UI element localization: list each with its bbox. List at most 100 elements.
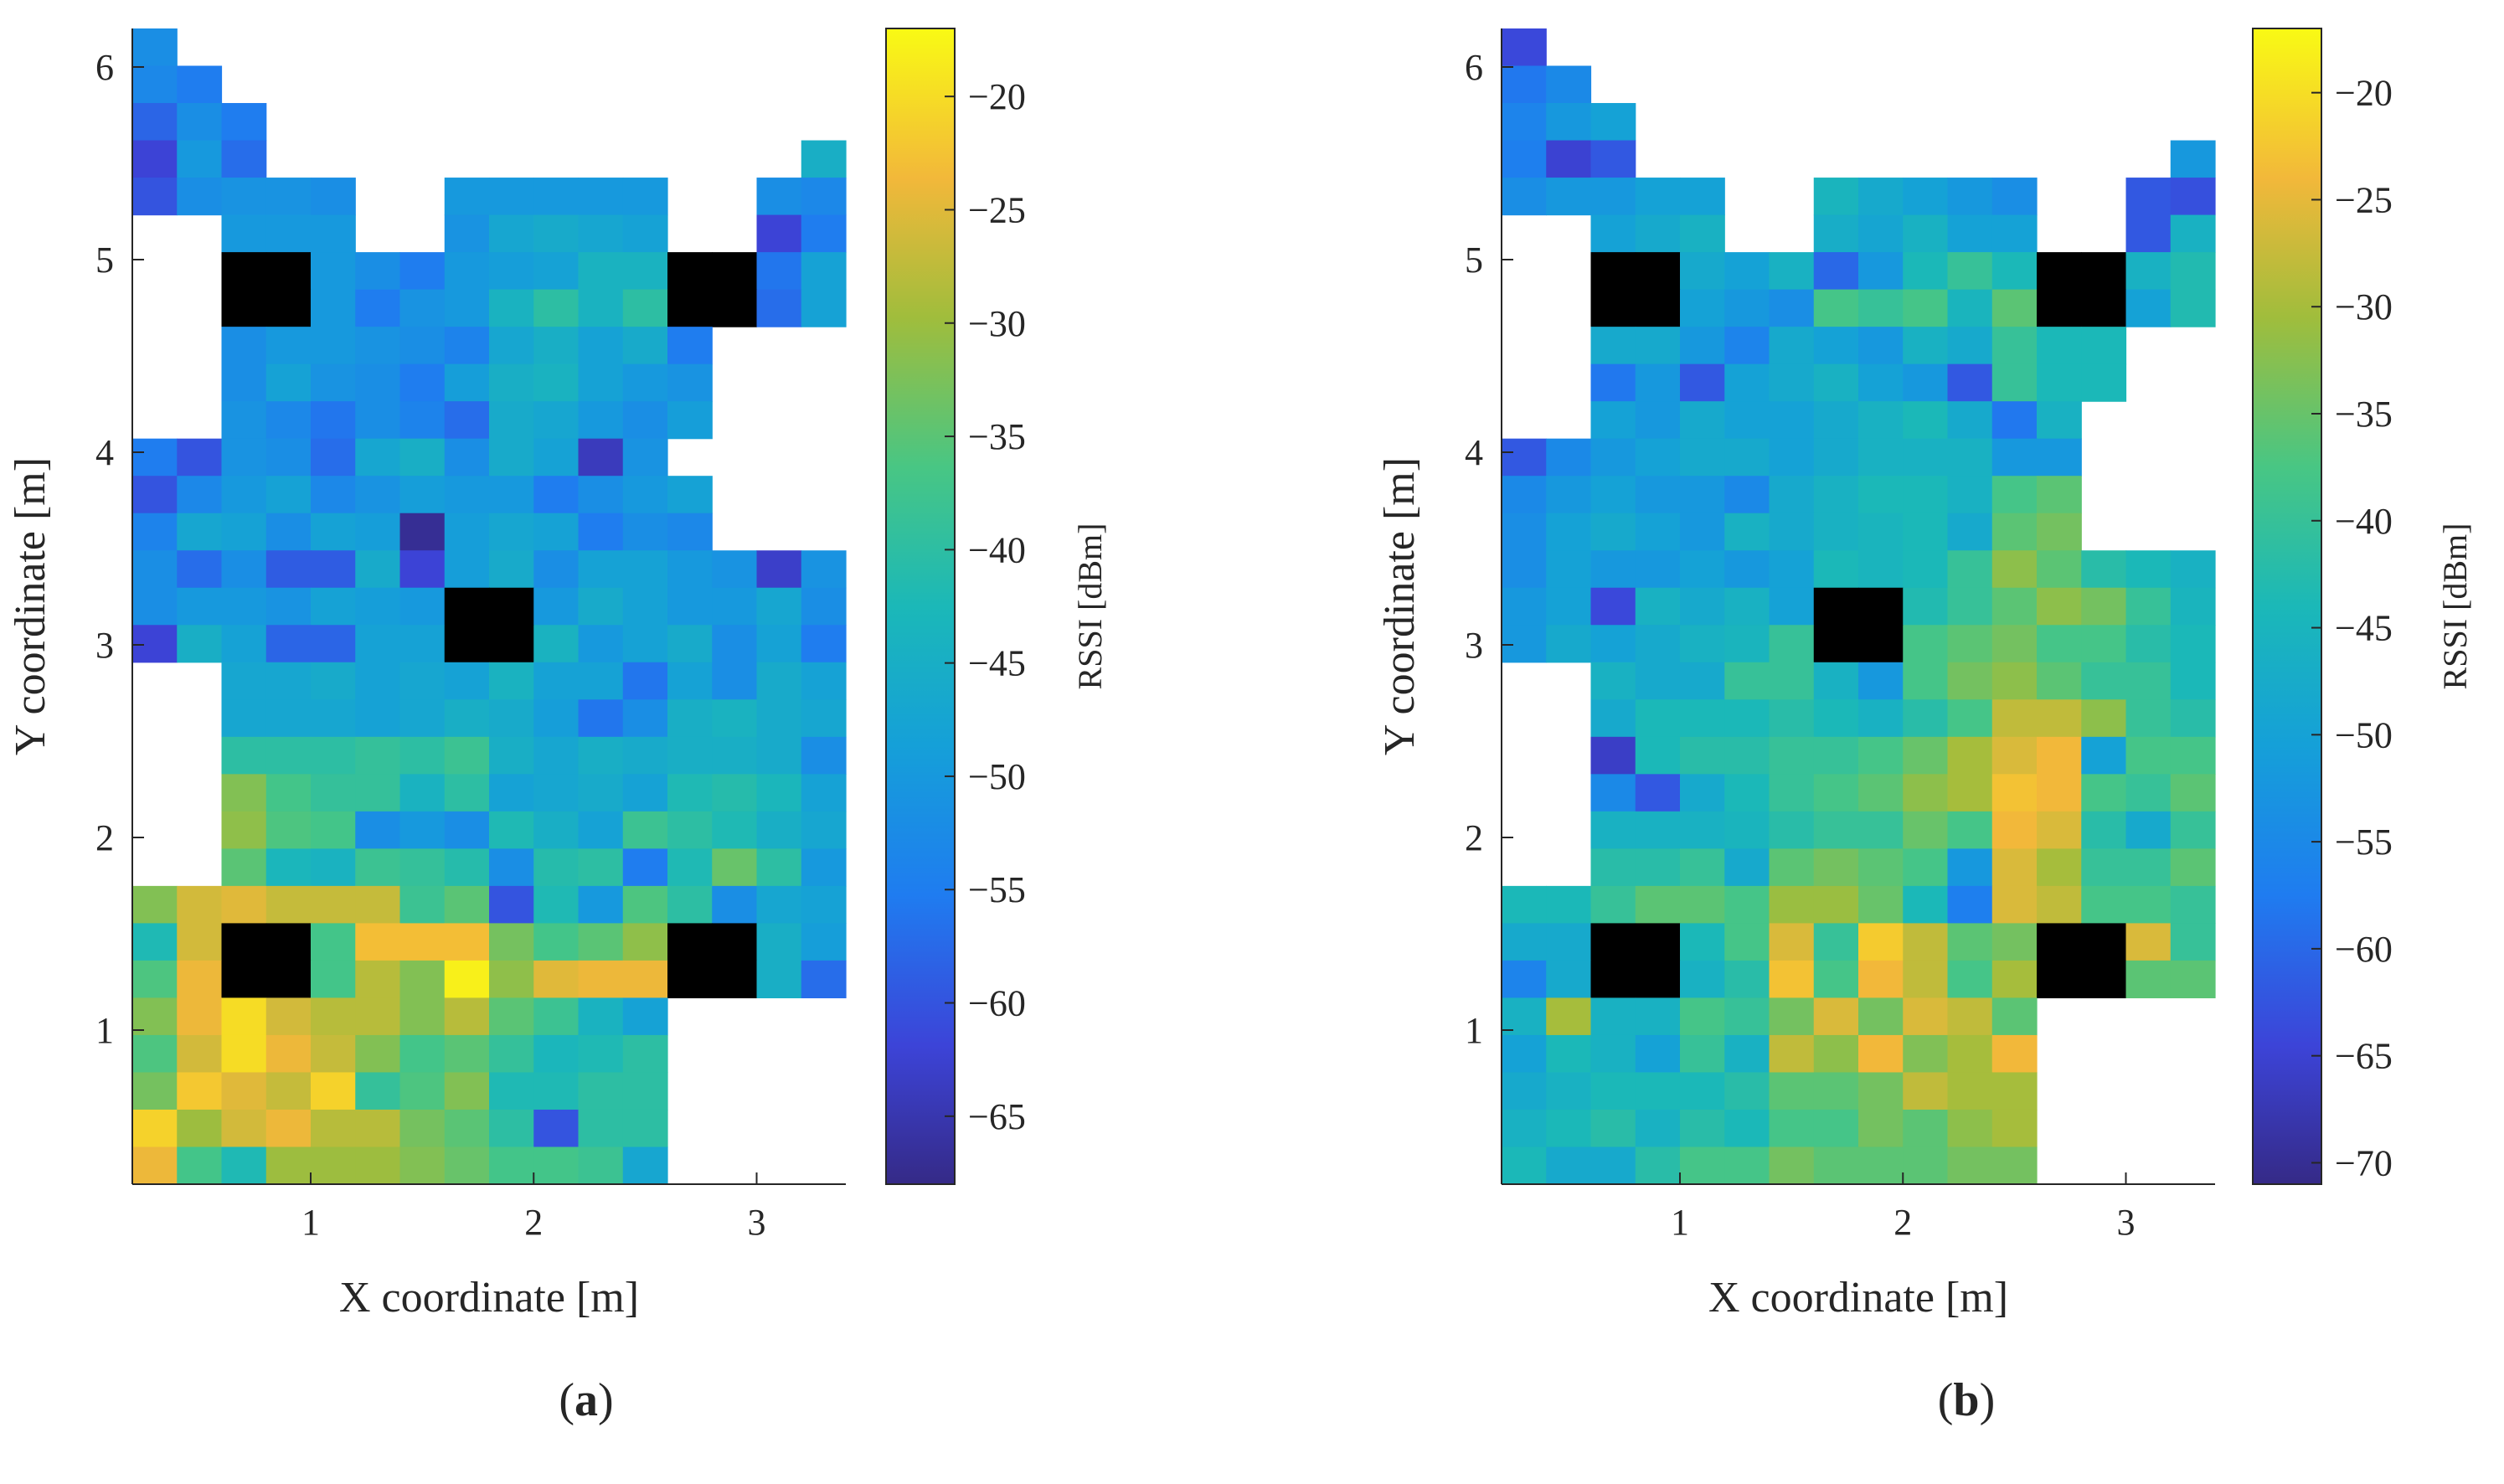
heatmap-cell bbox=[2170, 774, 2216, 812]
heatmap-cell bbox=[1813, 699, 1859, 738]
obstacle-cell bbox=[265, 252, 312, 291]
heatmap-cell bbox=[578, 550, 624, 589]
heatmap-cell bbox=[1991, 476, 2038, 514]
heatmap-cell bbox=[1546, 65, 1592, 104]
heatmap-cell bbox=[1903, 997, 1949, 1036]
heatmap-cell bbox=[311, 625, 356, 663]
heatmap-cell bbox=[533, 923, 580, 961]
heatmap-cell bbox=[2037, 662, 2082, 700]
heatmap-cell bbox=[1680, 960, 1725, 999]
heatmap-cell bbox=[355, 960, 401, 999]
heatmap-cell bbox=[221, 1109, 267, 1148]
heatmap-cell bbox=[801, 736, 847, 775]
heatmap-cell bbox=[533, 476, 580, 514]
heatmap-cell bbox=[1813, 513, 1859, 551]
heatmap-cell bbox=[1813, 327, 1859, 365]
heatmap-cell bbox=[311, 438, 356, 477]
heatmap-cell bbox=[177, 923, 223, 961]
heatmap-cell bbox=[801, 625, 847, 663]
heatmap-cell bbox=[1635, 811, 1681, 849]
heatmap-cell bbox=[1769, 736, 1815, 775]
heatmap-cell bbox=[399, 960, 446, 999]
heatmap-cell bbox=[1724, 625, 1770, 663]
heatmap-cell bbox=[355, 1109, 401, 1148]
heatmap-cell bbox=[801, 885, 847, 924]
heatmap-cell bbox=[2081, 363, 2127, 402]
heatmap-cell bbox=[1590, 699, 1636, 738]
heatmap-cell bbox=[1724, 476, 1770, 514]
heatmap-cell bbox=[667, 476, 713, 514]
heatmap-cell bbox=[533, 289, 580, 327]
heatmap-cell bbox=[667, 550, 713, 589]
heatmap-cell bbox=[399, 1146, 446, 1185]
heatmap-cell bbox=[132, 550, 178, 589]
heatmap-cell bbox=[265, 513, 312, 551]
heatmap-cell bbox=[1858, 848, 1904, 887]
heatmap-cell bbox=[221, 1146, 267, 1185]
obstacle-cell bbox=[2081, 252, 2127, 291]
heatmap-cell bbox=[1947, 923, 1993, 961]
heatmap-cell bbox=[1858, 923, 1904, 961]
heatmap-cell bbox=[2125, 662, 2172, 700]
heatmap-cell bbox=[221, 363, 267, 402]
obstacle-cell bbox=[1635, 289, 1681, 327]
heatmap-cell bbox=[1724, 997, 1770, 1036]
heatmap-cell bbox=[132, 140, 178, 178]
heatmap-cell bbox=[265, 848, 312, 887]
heatmap-cell bbox=[2081, 848, 2127, 887]
heatmap-cell bbox=[489, 476, 534, 514]
heatmap-cell bbox=[489, 513, 534, 551]
heatmap-cell bbox=[444, 923, 490, 961]
heatmap-cell bbox=[578, 885, 624, 924]
heatmap-cell bbox=[2037, 848, 2082, 887]
heatmap-cell bbox=[1769, 401, 1815, 440]
heatmap-cell bbox=[177, 513, 223, 551]
heatmap-cell bbox=[1502, 28, 1547, 67]
heatmap-cell bbox=[221, 885, 267, 924]
heatmap-cell bbox=[1502, 513, 1547, 551]
heatmap-cell bbox=[1680, 923, 1725, 961]
heatmap-cell bbox=[2037, 476, 2082, 514]
heatmap-cell bbox=[756, 214, 802, 253]
heatmap-cell bbox=[177, 1146, 223, 1185]
heatmap-cell bbox=[1590, 625, 1636, 663]
heatmap-cell bbox=[1502, 587, 1547, 626]
heatmap-cell bbox=[1546, 625, 1592, 663]
heatmap-cell bbox=[1635, 363, 1681, 402]
heatmap-cell bbox=[1903, 1072, 1949, 1110]
heatmap-cell bbox=[622, 363, 668, 402]
heatmap-cell bbox=[444, 476, 490, 514]
heatmap-cell bbox=[712, 587, 758, 626]
heatmap-cell bbox=[533, 1034, 580, 1074]
heatmap-cell bbox=[399, 252, 446, 291]
heatmap-cell bbox=[1903, 923, 1949, 961]
heatmap-cell bbox=[444, 774, 490, 812]
heatmap-cell bbox=[489, 923, 534, 961]
heatmap-cell bbox=[489, 178, 534, 216]
heatmap-cell bbox=[444, 438, 490, 477]
heatmap-cell bbox=[1769, 848, 1815, 887]
heatmap-cell bbox=[1502, 476, 1547, 514]
heatmap-cell bbox=[622, 811, 668, 849]
heatmap-cell bbox=[489, 811, 534, 849]
obstacle-cell bbox=[2081, 289, 2127, 327]
heatmap-cell bbox=[1903, 774, 1949, 812]
y-tick-label: 5 bbox=[1465, 240, 1483, 281]
heatmap-cell bbox=[533, 550, 580, 589]
heatmap-cell bbox=[1991, 625, 2038, 663]
obstacle-cell bbox=[712, 923, 758, 961]
heatmap-cell bbox=[2170, 625, 2216, 663]
heatmap-cell bbox=[132, 1146, 178, 1185]
heatmap-cell bbox=[578, 774, 624, 812]
obstacle-cell bbox=[265, 289, 312, 327]
heatmap-cell bbox=[1724, 923, 1770, 961]
panel-b: 1 2 3 1 2 3 4 5 6 X coordinate [m] Y coordinate [m… bbox=[1376, 28, 2474, 1426]
heatmap-cell bbox=[444, 252, 490, 291]
heatmap-cell bbox=[1680, 1034, 1725, 1074]
heatmap-cell bbox=[1724, 1072, 1770, 1110]
heatmap-cell bbox=[1813, 811, 1859, 849]
heatmap-cell bbox=[265, 438, 312, 477]
heatmap-cell bbox=[221, 1072, 267, 1110]
heatmap-cell bbox=[622, 736, 668, 775]
colorbar-tick-label: −40 bbox=[2335, 501, 2393, 542]
